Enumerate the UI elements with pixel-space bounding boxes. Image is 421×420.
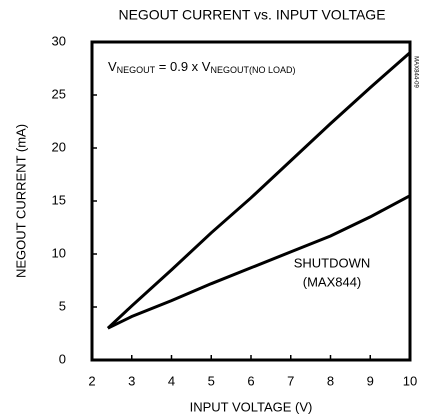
x-tick-label: 3 bbox=[128, 373, 135, 388]
y-tick-label: 30 bbox=[52, 33, 66, 48]
series-annotation: (MAX844) bbox=[303, 274, 362, 289]
x-axis-label: INPUT VOLTAGE (V) bbox=[190, 399, 313, 414]
data-line bbox=[107, 194, 411, 330]
x-tick-label: 6 bbox=[247, 373, 254, 388]
data-line bbox=[106, 51, 411, 330]
series-annotation: SHUTDOWN bbox=[294, 255, 371, 270]
part-code: MAX844-09 bbox=[412, 56, 418, 88]
y-tick-label: 20 bbox=[52, 139, 66, 154]
x-tick-label: 9 bbox=[367, 373, 374, 388]
x-tick-label: 5 bbox=[208, 373, 215, 388]
formula-annotation: VNEGOUT = 0.9 x VNEGOUT(NO LOAD) bbox=[108, 59, 296, 75]
y-axis-label: NEGOUT CURRENT (mA) bbox=[13, 124, 28, 278]
x-tick-label: 10 bbox=[403, 373, 417, 388]
y-tick-label: 10 bbox=[52, 245, 66, 260]
y-tick-label: 5 bbox=[59, 298, 66, 313]
chart-title: NEGOUT CURRENT vs. INPUT VOLTAGE bbox=[118, 7, 385, 23]
y-tick-label: 25 bbox=[52, 86, 66, 101]
x-tick-label: 4 bbox=[168, 373, 175, 388]
x-tick-label: 8 bbox=[327, 373, 334, 388]
y-tick-label: 0 bbox=[59, 351, 66, 366]
y-tick-label: 15 bbox=[52, 192, 66, 207]
x-tick-label: 7 bbox=[287, 373, 294, 388]
x-tick-label: 2 bbox=[88, 373, 95, 388]
